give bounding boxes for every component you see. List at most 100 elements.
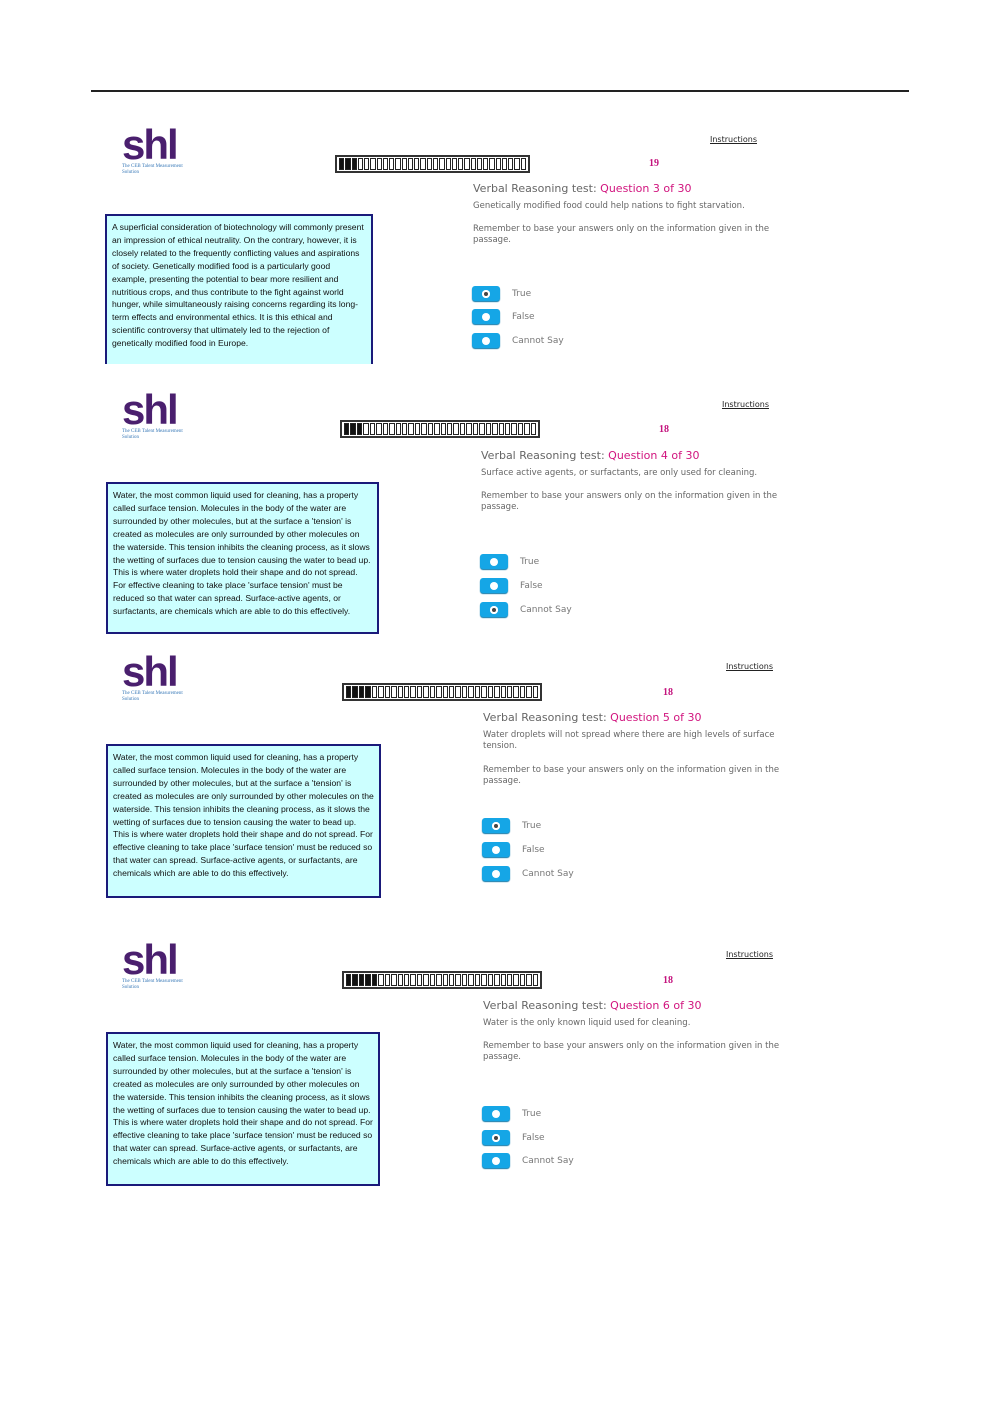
option-label: False [520, 580, 543, 591]
timer-segment [410, 686, 416, 698]
logo-tagline: The CEB Talent Measurement Solution [122, 429, 183, 440]
top-rule [91, 90, 909, 92]
timer-segment [339, 158, 345, 170]
timer-segment [498, 423, 504, 435]
shl-logo: shl The CEB Talent Measurement Solution [122, 121, 192, 176]
timer-segment [468, 974, 474, 986]
timer-segment [376, 423, 382, 435]
timer-segment [365, 974, 371, 986]
timer-segment [492, 423, 498, 435]
radio-button[interactable] [472, 309, 500, 324]
timer-segment [423, 974, 429, 986]
radio-dot-icon [492, 821, 500, 830]
shl-logo: shl The CEB Talent Measurement Solution [122, 939, 192, 991]
radio-button[interactable] [480, 578, 508, 593]
timer-segment [466, 423, 472, 435]
radio-dot-icon [490, 581, 498, 590]
test-label: Verbal Reasoning test: [473, 182, 601, 195]
timer-segment [485, 423, 492, 435]
answer-option-true[interactable]: True [480, 554, 539, 569]
timer-segment [532, 686, 539, 698]
option-label: True [522, 1108, 542, 1119]
timer-segment [519, 686, 526, 698]
test-label: Verbal Reasoning test: [483, 711, 611, 724]
timer-segment [440, 423, 446, 435]
logo-tagline: The CEB Talent Measurement Solution [122, 164, 183, 175]
logo-tagline: The CEB Talent Measurement Solution [122, 691, 183, 702]
remember-note: Remember to base your answers only on th… [483, 765, 780, 786]
timer-segment [439, 158, 445, 170]
radio-button[interactable] [480, 554, 508, 569]
timer-segment [350, 423, 356, 435]
timer-segment [345, 158, 351, 170]
test-label: Verbal Reasoning test: [483, 999, 611, 1012]
timer-segment [384, 974, 391, 986]
timer-segment [420, 158, 426, 170]
timer-segment [445, 158, 451, 170]
timer-segment [483, 158, 489, 170]
answer-option-cannot-say[interactable]: Cannot Say [472, 333, 564, 348]
timer-segment [403, 974, 410, 986]
instructions-link[interactable]: Instructions [726, 662, 773, 671]
radio-button[interactable] [482, 818, 510, 833]
timer-segment [358, 974, 365, 986]
timer-segment [384, 686, 391, 698]
radio-dot-icon [492, 1133, 500, 1142]
timer-segment [451, 158, 458, 170]
timer-segment [397, 686, 403, 698]
question-number: Question 3 of 30 [600, 182, 692, 195]
radio-button[interactable] [480, 602, 508, 617]
timer-segment [423, 686, 429, 698]
timer-segment [356, 423, 363, 435]
answer-option-false[interactable]: False [472, 309, 535, 324]
timer-segment [455, 974, 461, 986]
answer-option-cannot-say[interactable]: Cannot Say [482, 866, 574, 881]
radio-button[interactable] [482, 1106, 510, 1121]
remember-note: Remember to base your answers only on th… [473, 224, 770, 245]
radio-dot-icon [482, 312, 490, 321]
question-title: Verbal Reasoning test: Question 3 of 30 [473, 182, 691, 195]
time-counter: 18 [663, 687, 673, 698]
timer-segment [449, 686, 455, 698]
answer-option-false[interactable]: False [482, 842, 545, 857]
answer-option-true[interactable]: True [482, 1106, 541, 1121]
answer-option-cannot-say[interactable]: Cannot Say [480, 602, 572, 617]
radio-button[interactable] [482, 1153, 510, 1168]
timer-segment [426, 158, 432, 170]
timer-segment [346, 974, 352, 986]
timer-segment [389, 158, 395, 170]
radio-button[interactable] [482, 1130, 510, 1145]
radio-button[interactable] [482, 866, 510, 881]
radio-button[interactable] [472, 333, 500, 348]
logo-tagline: The CEB Talent Measurement Solution [122, 979, 183, 990]
timer-segment [472, 423, 479, 435]
timer-segment [514, 158, 520, 170]
logo-mark: shl [122, 121, 179, 168]
timer-segment [427, 423, 434, 435]
answer-option-false[interactable]: False [482, 1130, 545, 1145]
answer-option-cannot-say[interactable]: Cannot Say [482, 1153, 574, 1168]
instructions-link[interactable]: Instructions [710, 135, 757, 144]
timer-segment [364, 158, 370, 170]
timer-segment [530, 423, 537, 435]
radio-button[interactable] [482, 842, 510, 857]
timer-segment [414, 158, 420, 170]
option-label: False [522, 844, 545, 855]
answer-option-true[interactable]: True [482, 818, 541, 833]
timer-segment [358, 686, 365, 698]
answer-option-true[interactable]: True [472, 286, 531, 301]
timer-segment [526, 974, 532, 986]
timer-segment [500, 974, 506, 986]
timer-bar [340, 420, 540, 438]
answer-option-false[interactable]: False [480, 578, 543, 593]
timer-segment [363, 423, 369, 435]
option-label: False [522, 1132, 545, 1143]
question-title: Verbal Reasoning test: Question 6 of 30 [483, 999, 701, 1012]
instructions-link[interactable]: Instructions [722, 400, 769, 409]
logo-mark: shl [122, 386, 179, 433]
radio-button[interactable] [472, 286, 500, 301]
timer-segment [500, 686, 506, 698]
instructions-link[interactable]: Instructions [726, 950, 773, 959]
timer-segment [403, 686, 410, 698]
timer-segment [370, 158, 376, 170]
